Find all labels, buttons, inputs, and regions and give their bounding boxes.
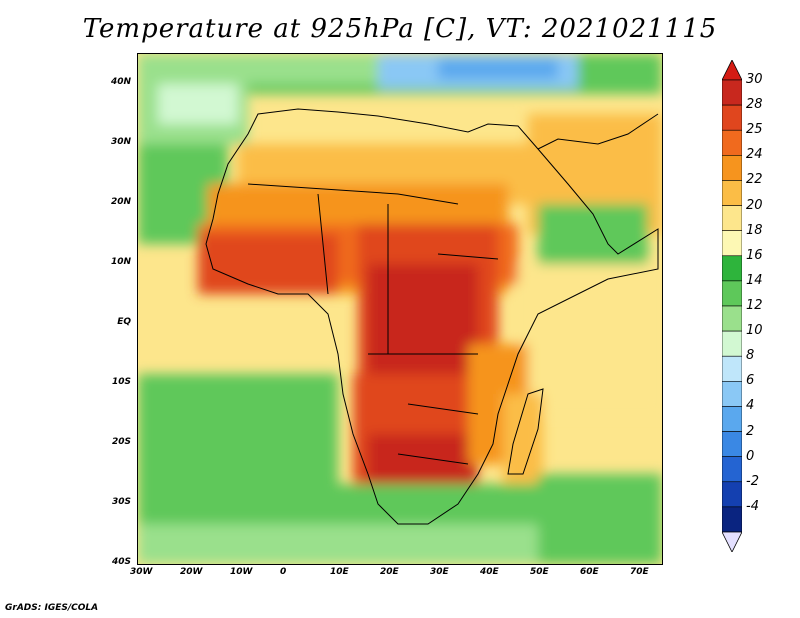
colorbar-segment — [722, 280, 742, 307]
colorbar-label: 12 — [746, 298, 763, 313]
lat-label: 10N — [110, 257, 131, 267]
colorbar-label: -2 — [746, 473, 759, 489]
lon-label: 60E — [580, 567, 599, 577]
lat-label: 20N — [110, 197, 131, 207]
colorbar-label: -4 — [746, 498, 759, 514]
colorbar-label: 0 — [746, 448, 755, 464]
colorbar-segment — [722, 305, 742, 332]
lon-label: 10W — [230, 567, 253, 577]
colorbar-segment — [722, 330, 742, 357]
colorbar-top-arrow — [722, 60, 742, 81]
colorbar-segment — [722, 481, 742, 508]
lat-label: 30N — [110, 137, 131, 147]
lon-label: 70E — [630, 567, 649, 577]
lat-label: 40S — [111, 557, 131, 567]
colorbar-label: 25 — [746, 122, 763, 138]
colorbar-bottom-arrow — [722, 531, 742, 552]
lon-label: 10E — [330, 567, 349, 577]
colorbar-label: 22 — [746, 172, 763, 188]
colorbar-label: 18 — [746, 222, 763, 238]
coastlines — [205, 108, 659, 525]
colorbar-segment — [722, 79, 742, 106]
lon-label: 20E — [380, 567, 399, 577]
colorbar-segment — [722, 406, 742, 432]
colorbar-segment — [722, 180, 742, 206]
grads-credit: GrADS: IGES/COLA — [5, 603, 99, 613]
colorbar-label: 8 — [746, 348, 755, 364]
colorbar-label: 24 — [746, 147, 763, 163]
colorbar-label: 4 — [746, 398, 755, 414]
colorbar-segment — [722, 431, 742, 457]
lat-label: EQ — [117, 317, 131, 327]
colorbar-label: 28 — [746, 97, 763, 113]
lat-label: 20S — [111, 437, 131, 447]
colorbar-label: 10 — [746, 323, 763, 339]
lon-label: 50E — [530, 567, 549, 577]
colorbar-segment — [722, 355, 742, 382]
lon-label: 20W — [180, 567, 203, 577]
colorbar — [722, 60, 742, 552]
colorbar-label: 6 — [746, 373, 755, 389]
colorbar-segment — [722, 456, 742, 483]
lat-label: 10S — [111, 377, 131, 387]
colorbar-label: 30 — [746, 72, 763, 87]
colorbar-segment — [722, 104, 742, 131]
colorbar-segment — [722, 506, 742, 533]
colorbar-segment — [722, 230, 742, 257]
colorbar-segment — [722, 155, 742, 181]
colorbar-label: 16 — [746, 247, 763, 263]
lon-label: 30E — [430, 567, 449, 577]
colorbar-segment — [722, 255, 742, 282]
temperature-map — [137, 53, 663, 565]
lat-label: 30S — [111, 497, 131, 507]
map-title: Temperature at 925hPa [C], VT: 202102111… — [82, 14, 718, 44]
lon-label: 30W — [130, 567, 153, 577]
map-svg — [138, 54, 662, 564]
colorbar-segment — [722, 381, 742, 407]
lon-label: 0 — [280, 567, 287, 577]
colorbar-segment — [722, 205, 742, 231]
colorbar-label: 2 — [746, 423, 755, 439]
colorbar-segment — [722, 129, 742, 156]
colorbar-label: 14 — [746, 272, 763, 288]
colorbar-label: 20 — [746, 197, 763, 213]
lon-label: 40E — [480, 567, 499, 577]
lat-label: 40N — [110, 77, 131, 87]
